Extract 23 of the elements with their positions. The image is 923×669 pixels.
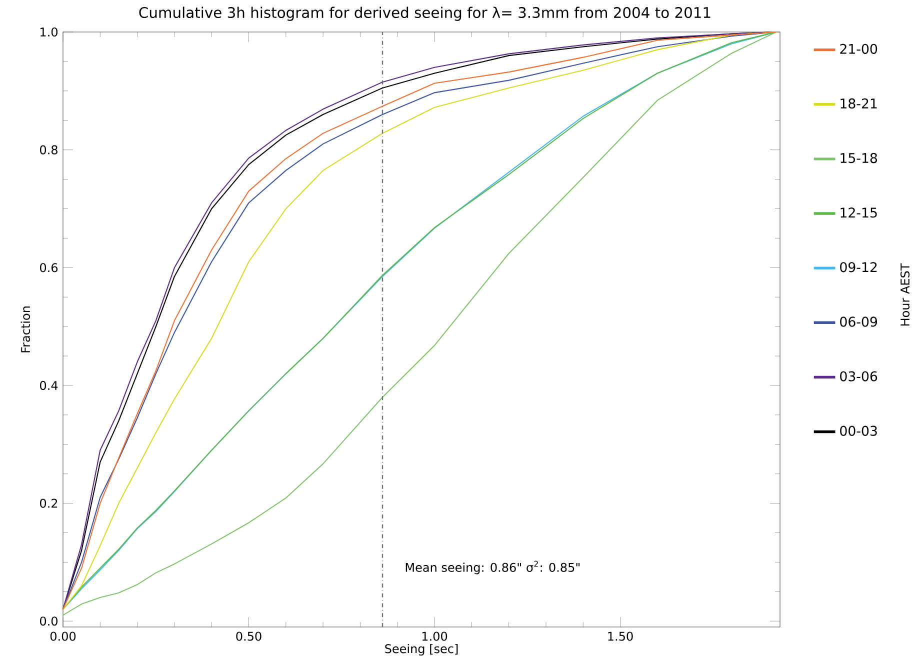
y-tick-label: 0.0 bbox=[40, 616, 58, 626]
legend-title: Hour AEST bbox=[900, 263, 910, 326]
x-tick-label: 1.50 bbox=[608, 632, 633, 641]
legend-label: 03-06 bbox=[840, 371, 878, 382]
legend-label: 09-12 bbox=[840, 262, 877, 272]
legend-label: 18-21 bbox=[840, 98, 877, 109]
annotation: Mean seeing: 0.86" σ$^{2}$: 0.85" bbox=[406, 560, 580, 574]
y-tick-label: 0.2 bbox=[40, 498, 58, 508]
x-tick-label: 0.50 bbox=[236, 632, 262, 641]
x-axis-title: Seeing [sec] bbox=[385, 644, 458, 656]
x-tick-label: 1.00 bbox=[422, 632, 448, 641]
y-tick-label: 0.4 bbox=[40, 380, 58, 390]
legend-label: 00-03 bbox=[840, 426, 877, 436]
y-tick-label: 1.0 bbox=[40, 27, 58, 37]
chart-title: Cumulative 3h histogram for derived seeing for λ= 3.3mm from 2004 to 2011 bbox=[139, 6, 710, 21]
legend-label: 21-00 bbox=[840, 44, 878, 54]
y-tick-label: 0.8 bbox=[40, 145, 58, 154]
legend-label: 12-15 bbox=[840, 208, 877, 218]
legend-label: 06-09 bbox=[840, 316, 878, 327]
y-tick-label: 0.6 bbox=[40, 263, 58, 272]
y-axis-title: Fraction bbox=[20, 306, 30, 352]
legend-label: 15-18 bbox=[840, 152, 878, 164]
x-tick-label: 0.00 bbox=[50, 632, 76, 641]
